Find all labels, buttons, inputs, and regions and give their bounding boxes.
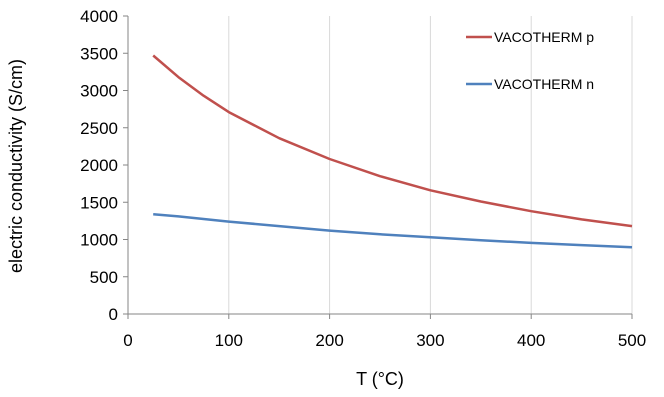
series-line-n: [153, 212, 633, 249]
x-tick-label: 300: [416, 331, 444, 350]
x-tick-label: 200: [315, 331, 343, 350]
y-tick-label: 2500: [80, 119, 118, 138]
y-tick-label: 3500: [80, 44, 118, 63]
y-tick-label: 4000: [80, 7, 118, 26]
y-tick-label: 2000: [80, 156, 118, 175]
series-lines: [152, 54, 633, 249]
x-tick-label: 500: [618, 331, 646, 350]
y-tick-label: 1500: [80, 193, 118, 212]
legend: VACOTHERM p VACOTHERM n: [466, 29, 594, 92]
x-tick-label: 400: [517, 331, 545, 350]
y-axis-label: electric conductivity (S/cm): [6, 59, 26, 273]
y-tick-label: 500: [90, 268, 118, 287]
legend-label: VACOTHERM n: [494, 76, 594, 92]
x-tick-label: 0: [123, 331, 132, 350]
legend-label: VACOTHERM p: [494, 29, 594, 45]
y-tick-label: 1000: [80, 231, 118, 250]
x-tick-label: 100: [215, 331, 243, 350]
axes: 0 500 1000 1500 2000 2500 3000 3500 4000 0 100 200 3…: [80, 7, 646, 350]
y-tick-label: 3000: [80, 82, 118, 101]
grid: [228, 16, 633, 314]
y-tick-label: 0: [109, 305, 118, 324]
x-axis-label: T (°C): [356, 369, 404, 389]
series-line-p: [152, 54, 633, 228]
